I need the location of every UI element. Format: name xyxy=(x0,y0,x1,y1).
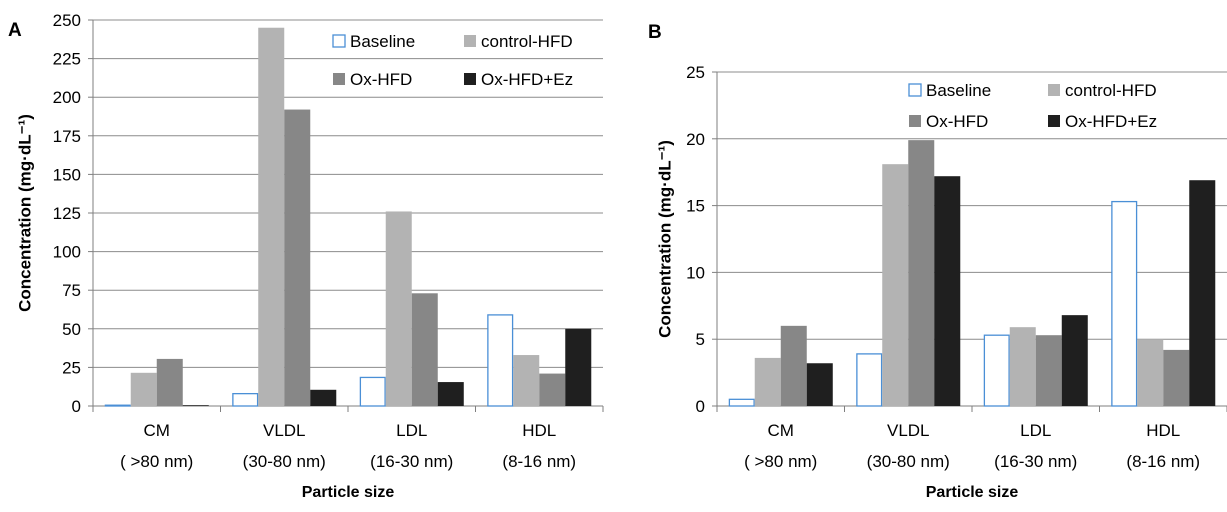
bar-baseline xyxy=(359,376,386,407)
bar-ox-hfd-ez xyxy=(1189,180,1216,406)
bar-ox-hfd-ez xyxy=(310,389,337,406)
x-tick-label: VLDL xyxy=(263,421,306,440)
x-tick-sublabel: (30-80 nm) xyxy=(243,452,326,471)
y-tick-label: 250 xyxy=(53,11,81,30)
y-tick-label: 15 xyxy=(686,197,705,216)
bar-ox-hfd xyxy=(780,325,807,406)
x-tick-label: LDL xyxy=(396,421,427,440)
bar-control-hfd xyxy=(1137,339,1164,406)
x-tick-sublabel: ( >80 nm) xyxy=(744,452,817,471)
legend-label: control-HFD xyxy=(1065,81,1157,100)
y-tick-label: 150 xyxy=(53,165,81,184)
x-tick-label: HDL xyxy=(1146,421,1180,440)
y-tick-label: 0 xyxy=(72,397,81,416)
bar-control-hfd xyxy=(258,27,285,406)
y-tick-label: 20 xyxy=(686,130,705,149)
legend-label: control-HFD xyxy=(481,32,573,51)
legend-swatch xyxy=(1048,115,1060,127)
legend: Baseline control-HFD Ox-HFD Ox-HFD+Ez xyxy=(332,32,573,89)
y-tick-label: 75 xyxy=(62,281,81,300)
y-tick-label: 5 xyxy=(696,330,705,349)
bar-baseline xyxy=(983,334,1010,407)
bar-ox-hfd xyxy=(1163,349,1190,406)
y-tick-label: 50 xyxy=(62,320,81,339)
bar-baseline xyxy=(728,398,755,407)
legend-swatch xyxy=(1048,84,1060,96)
bar-control-hfd xyxy=(754,357,781,406)
y-axis-title: Concentration (mg·dL⁻¹) xyxy=(15,114,34,312)
y-tick-label: 175 xyxy=(53,127,81,146)
legend-swatch xyxy=(908,83,922,97)
legend-label: Baseline xyxy=(926,81,991,100)
legend: Baseline control-HFD Ox-HFD Ox-HFD+Ez xyxy=(908,81,1157,131)
x-axis-title: Particle size xyxy=(926,484,1019,501)
y-tick-label: 25 xyxy=(62,358,81,377)
bar-baseline xyxy=(1111,200,1138,407)
panel-label: B xyxy=(648,22,662,43)
y-tick-label: 100 xyxy=(53,243,81,262)
bar-baseline xyxy=(856,353,883,407)
y-tick-label: 10 xyxy=(686,263,705,282)
bar-ox-hfd-ez xyxy=(182,405,209,406)
bar-control-hfd xyxy=(513,355,540,406)
x-tick-label: CM xyxy=(144,421,170,440)
legend-label: Ox-HFD+Ez xyxy=(1065,112,1157,131)
panel-label: A xyxy=(8,20,22,41)
legend-swatch xyxy=(332,34,346,48)
y-tick-label: 125 xyxy=(53,204,81,223)
x-tick-sublabel: (16-30 nm) xyxy=(370,452,453,471)
legend-swatch xyxy=(909,115,921,127)
y-axis-title: Concentration (mg·dL⁻¹) xyxy=(655,140,674,338)
y-tick-label: 25 xyxy=(686,63,705,82)
bar-control-hfd xyxy=(385,211,412,406)
x-axis-title: Particle size xyxy=(302,484,395,501)
bar-baseline xyxy=(104,404,131,407)
bar-ox-hfd-ez xyxy=(1061,315,1088,406)
y-tick-label: 225 xyxy=(53,50,81,69)
bar-ox-hfd-ez xyxy=(437,382,464,406)
x-tick-sublabel: (8-16 nm) xyxy=(502,452,576,471)
bar-ox-hfd-ez xyxy=(806,363,833,406)
bar-ox-hfd xyxy=(156,358,183,406)
bar-ox-hfd xyxy=(284,109,311,406)
legend-swatch xyxy=(464,73,476,85)
bar-control-hfd xyxy=(1009,327,1036,406)
bar-control-hfd xyxy=(882,164,909,406)
bar-ox-hfd xyxy=(539,373,566,406)
x-tick-label: LDL xyxy=(1020,421,1051,440)
x-tick-sublabel: ( >80 nm) xyxy=(120,452,193,471)
bar-ox-hfd xyxy=(1035,335,1062,406)
x-tick-sublabel: (16-30 nm) xyxy=(994,452,1077,471)
legend-swatch xyxy=(464,35,476,47)
x-tick-label: HDL xyxy=(522,421,556,440)
legend-swatch xyxy=(333,73,345,85)
x-tick-label: CM xyxy=(768,421,794,440)
bar-ox-hfd xyxy=(908,140,935,407)
bar-control-hfd xyxy=(130,372,157,406)
x-tick-sublabel: (8-16 nm) xyxy=(1126,452,1200,471)
x-tick-sublabel: (30-80 nm) xyxy=(867,452,950,471)
y-tick-label: 200 xyxy=(53,88,81,107)
legend-label: Ox-HFD+Ez xyxy=(481,70,573,89)
legend-label: Baseline xyxy=(350,32,415,51)
bar-ox-hfd-ez xyxy=(565,328,592,406)
bar-ox-hfd xyxy=(411,293,438,406)
chart-panel-b: B 0 5 10 15 20 25 CM ( >80 nm) VLDL (30-80 nm) LDL (… xyxy=(648,22,1227,501)
y-tick-label: 0 xyxy=(696,397,705,416)
chart-panel-a: A 0 25 50 75 100 125 150 175 200 225 250 CM ( >80 nm)… xyxy=(8,11,604,501)
legend-label: Ox-HFD xyxy=(926,112,988,131)
x-tick-label: VLDL xyxy=(887,421,930,440)
legend-label: Ox-HFD xyxy=(350,70,412,89)
bar-baseline xyxy=(232,392,259,407)
bar-baseline xyxy=(487,314,514,407)
bar-ox-hfd-ez xyxy=(934,176,961,406)
